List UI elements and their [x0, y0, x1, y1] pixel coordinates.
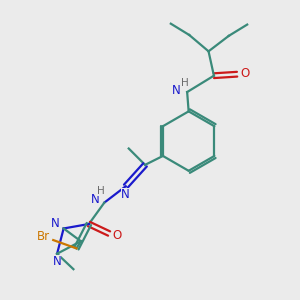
Text: O: O	[112, 229, 122, 242]
Text: N: N	[53, 255, 62, 268]
Text: O: O	[241, 67, 250, 80]
Text: N: N	[172, 84, 180, 97]
Text: N: N	[51, 217, 60, 230]
Text: H: H	[97, 186, 105, 196]
Text: N: N	[122, 188, 130, 201]
Text: H: H	[181, 77, 189, 88]
Text: Br: Br	[37, 230, 50, 243]
Text: N: N	[91, 193, 99, 206]
